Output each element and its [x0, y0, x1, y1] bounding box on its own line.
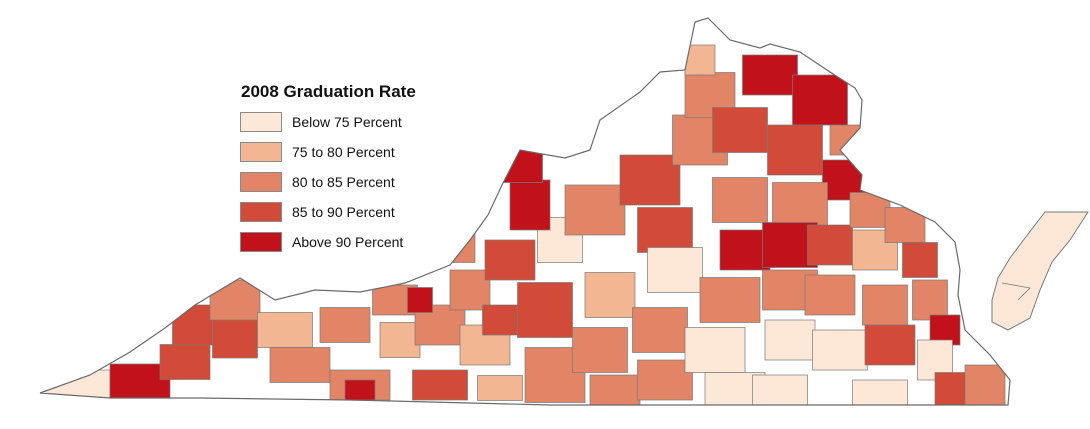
county-region — [637, 207, 693, 253]
county-region — [742, 54, 798, 96]
county-region — [319, 307, 371, 343]
county-region — [804, 274, 856, 316]
county-region — [647, 247, 703, 293]
county-region — [812, 329, 868, 371]
county-region — [434, 227, 476, 263]
county-region — [619, 154, 681, 206]
legend-item-below-75: Below 75 Percent — [240, 112, 416, 132]
county-region — [564, 184, 626, 236]
county-region — [864, 324, 916, 366]
map-legend: 2008 Graduation Rate Below 75 Percent 75… — [240, 82, 416, 262]
county-region — [509, 179, 551, 231]
county-region — [379, 322, 421, 358]
legend-swatch — [240, 172, 282, 192]
county-region — [517, 282, 573, 338]
county-region — [884, 207, 926, 243]
county-region — [862, 284, 908, 326]
eastern-shore-region — [991, 211, 1089, 331]
legend-label: 85 to 90 Percent — [292, 204, 395, 220]
county-region — [412, 369, 468, 401]
county-region — [589, 374, 641, 405]
eastern-shore-divider — [1001, 282, 1031, 301]
county-region — [344, 379, 376, 401]
county-region — [752, 374, 808, 405]
county-region — [449, 269, 491, 311]
legend-swatch — [240, 112, 282, 132]
county-region — [482, 304, 518, 336]
legend-title: 2008 Graduation Rate — [241, 82, 416, 101]
virginia-outline — [39, 17, 1011, 406]
county-region — [684, 44, 716, 76]
county-region — [257, 312, 313, 348]
county-region — [407, 287, 433, 313]
county-region — [719, 229, 771, 271]
county-region — [829, 124, 861, 156]
county-region — [807, 224, 853, 266]
county-region — [792, 74, 848, 126]
county-region — [712, 177, 768, 223]
legend-label: Above 90 Percent — [292, 234, 404, 250]
county-region — [849, 192, 891, 228]
legend-item-above-90: Above 90 Percent — [240, 232, 416, 252]
legend-swatch — [240, 232, 282, 252]
legend-label: 75 to 80 Percent — [292, 144, 395, 160]
county-region — [912, 279, 948, 321]
county-region — [269, 347, 331, 383]
county-region — [584, 272, 636, 318]
legend-item-80-85: 80 to 85 Percent — [240, 172, 416, 192]
legend-item-75-80: 75 to 80 Percent — [240, 142, 416, 162]
legend-label: 80 to 85 Percent — [292, 174, 395, 190]
county-region — [964, 364, 1006, 405]
county-region — [772, 182, 828, 228]
county-region — [637, 359, 693, 401]
county-region — [764, 319, 816, 361]
legend-label: Below 75 Percent — [292, 114, 402, 130]
county-region — [712, 107, 768, 153]
county-region — [477, 375, 523, 401]
legend-swatch — [240, 142, 282, 162]
county-region — [684, 327, 746, 373]
county-region — [212, 317, 258, 359]
legend-item-85-90: 85 to 90 Percent — [240, 202, 416, 222]
county-region — [484, 239, 536, 281]
county-region — [852, 379, 908, 405]
county-region — [159, 344, 211, 380]
county-region — [699, 277, 761, 323]
county-regions — [40, 44, 1006, 405]
county-region — [632, 307, 688, 353]
legend-swatch — [240, 202, 282, 222]
county-region — [767, 124, 823, 176]
county-region — [902, 242, 938, 278]
county-region — [572, 327, 628, 373]
